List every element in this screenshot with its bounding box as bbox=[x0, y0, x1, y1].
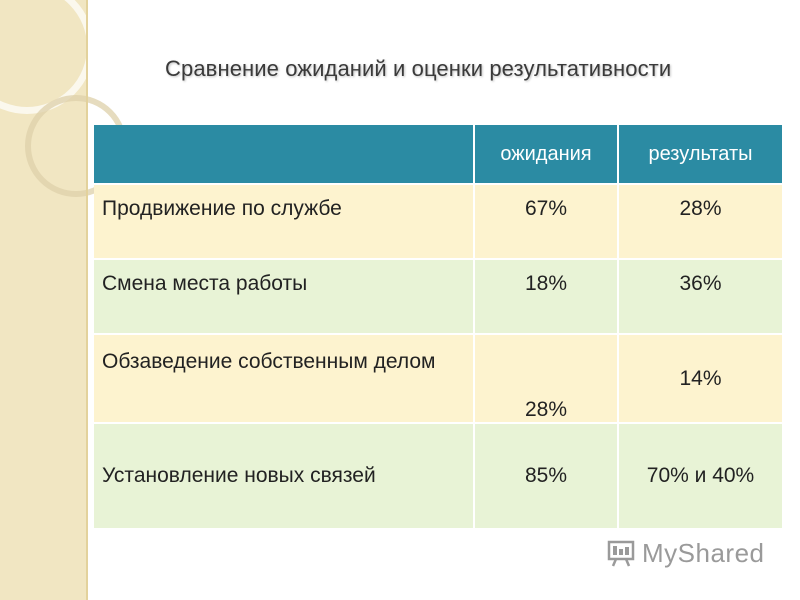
presentation-board-icon bbox=[607, 540, 635, 567]
table-row: Установление новых связей 85% 70% и 40% bbox=[94, 422, 782, 528]
watermark-text: MyShared bbox=[642, 537, 765, 568]
table-header-row: ожидания результаты bbox=[94, 125, 782, 184]
header-expectations: ожидания bbox=[474, 125, 619, 184]
results-value: 70% и 40% bbox=[618, 422, 782, 528]
expectations-value: 28% bbox=[474, 333, 619, 423]
row-label: Продвижение по службе bbox=[94, 183, 475, 259]
table-row: Смена места работы 18% 36% bbox=[94, 258, 782, 334]
table-row: Обзаведение собственным делом 28% 14% bbox=[94, 333, 782, 423]
header-empty-cell bbox=[94, 125, 475, 184]
row-label: Обзаведение собственным делом bbox=[94, 333, 475, 423]
slide-title: Сравнение ожиданий и оценки результативн… bbox=[165, 56, 672, 81]
comparison-table: ожидания результаты Продвижение по служб… bbox=[94, 125, 782, 528]
row-label: Установление новых связей bbox=[94, 422, 475, 528]
watermark-logo: MyShared bbox=[606, 536, 765, 570]
row-label: Смена места работы bbox=[94, 258, 475, 334]
decorative-side-strip bbox=[0, 0, 127, 600]
results-value: 36% bbox=[618, 258, 782, 334]
table-row: Продвижение по службе 67% 28% bbox=[94, 183, 782, 259]
results-value: 28% bbox=[618, 183, 782, 259]
expectations-value: 85% bbox=[474, 422, 619, 528]
header-results: результаты bbox=[618, 125, 782, 184]
expectations-value: 18% bbox=[474, 258, 619, 334]
results-value: 14% bbox=[618, 333, 782, 423]
expectations-value: 67% bbox=[474, 183, 619, 259]
